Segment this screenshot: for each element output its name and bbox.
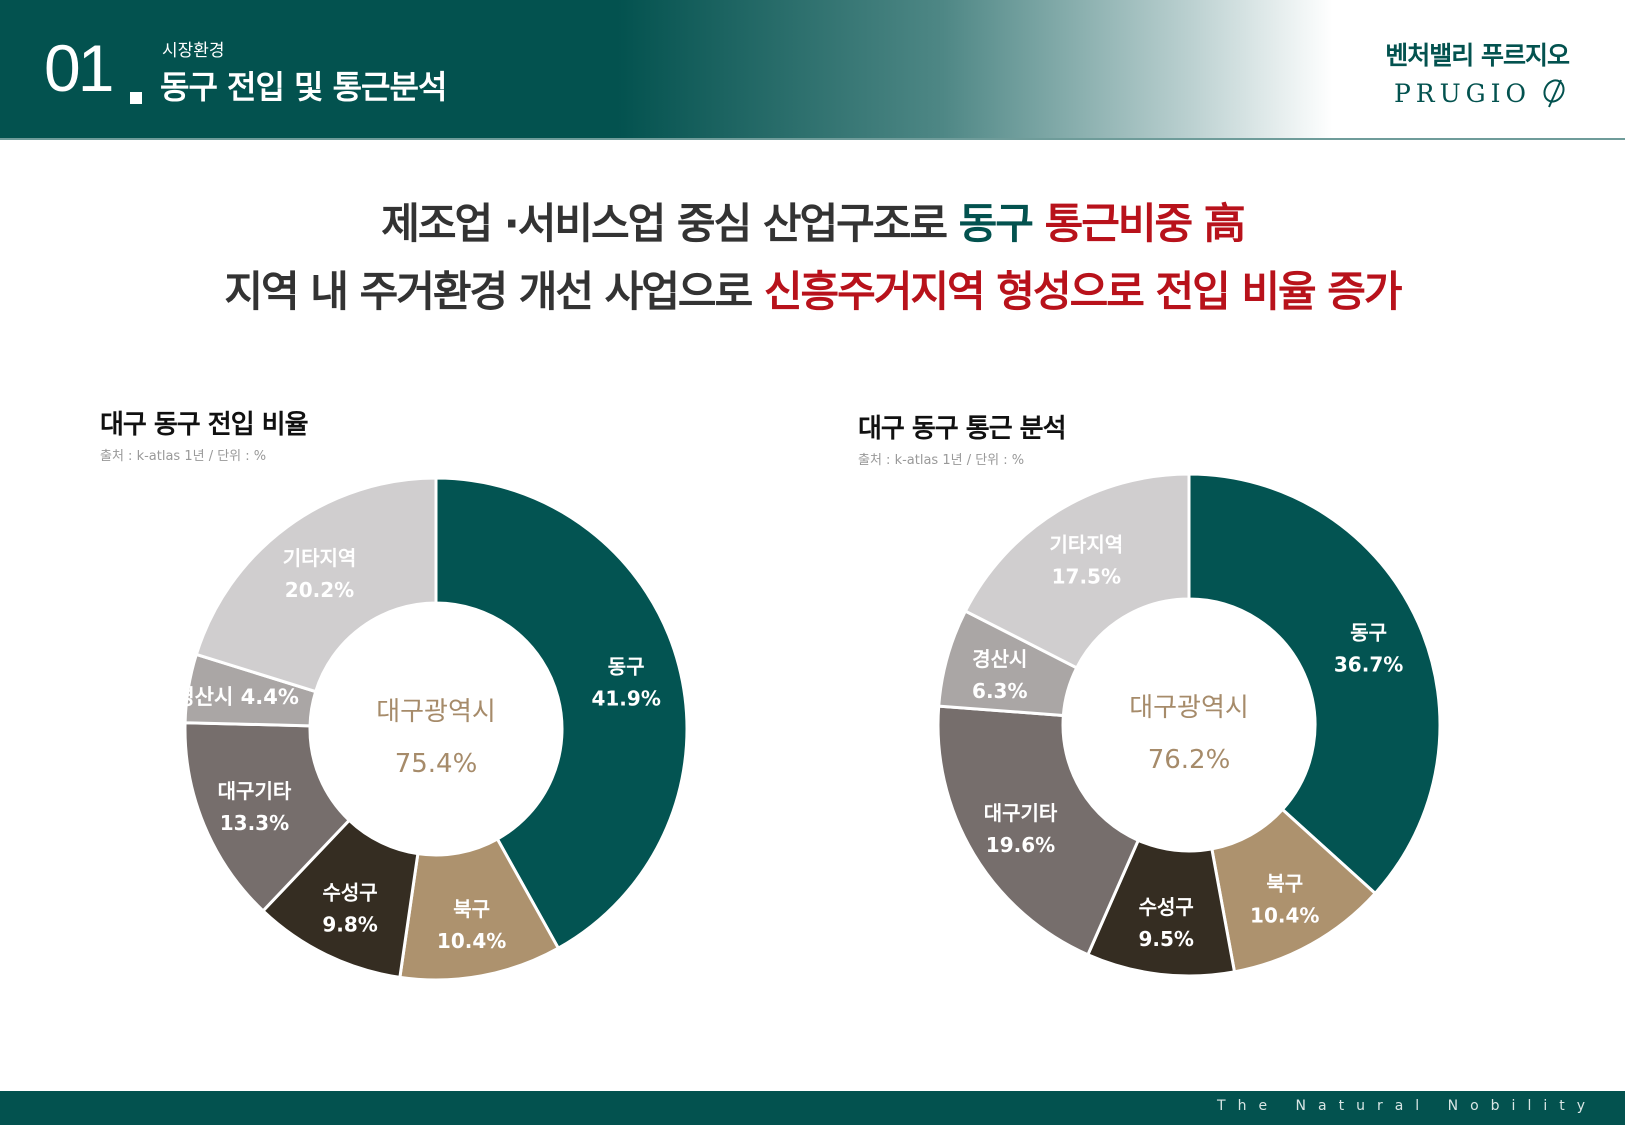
slice-기타지역 [963, 472, 1191, 670]
chart-source-move-in: 출처 : k-atlas 1년 / 단위 : % [100, 449, 267, 464]
slice-value-label: 6.3% [972, 679, 1027, 703]
slice-value-label: 41.9% [591, 687, 660, 711]
footer-bar: The Natural Nobility [0, 1091, 1625, 1125]
slice-value-label: 9.5% [1138, 927, 1193, 951]
headline-segment: 신흥주거지역 형성으로 전입 비율 증가 [763, 267, 1403, 316]
slice-category-label: 동구 [1350, 620, 1387, 644]
slice-value-label: 19.6% [986, 833, 1055, 857]
center-value: 75.4% [395, 749, 478, 779]
center-label: 대구광역시 [376, 697, 496, 727]
slice-value-label: 10.4% [437, 929, 506, 953]
slice-대구기타 [936, 704, 1141, 957]
slice-value-label: 10.4% [1250, 904, 1319, 928]
slice-value-label: 13.3% [220, 811, 289, 835]
headline-segment: 제조업 ·서비스업 중심 산업구조로 [381, 199, 959, 248]
headline-segment: 동구 [958, 199, 1045, 248]
slice-category-label: 대구기타 [984, 801, 1058, 825]
slice-category-label: 동구 [608, 655, 645, 679]
slice-value-label: 20.2% [285, 578, 354, 602]
slice-category-label: 대구기타 [218, 779, 292, 803]
headline-line-2: 지역 내 주거환경 개선 사업으로 신흥주거지역 형성으로 전입 비율 증가 [0, 258, 1625, 319]
center-label: 대구광역시 [1129, 693, 1249, 723]
slice-category-label: 수성구 [323, 881, 378, 905]
slice-category-label: 경산시 [972, 647, 1027, 671]
slice-동구 [1187, 472, 1442, 896]
slice-category-label: 북구 [1266, 872, 1303, 896]
headline-text: 제조업 ·서비스업 중심 산업구조로 동구 통근비중 高 [381, 199, 1246, 248]
slice-category-label: 기타지역 [1050, 532, 1124, 556]
headline-segment: 지역 내 주거환경 개선 사업으로 [224, 267, 764, 316]
slice-value-label: 9.8% [322, 913, 377, 937]
brand-logo-text: PRUGIO [1393, 78, 1531, 108]
slice-category-label: 북구 [453, 897, 490, 921]
slice-category-label: 수성구 [1139, 895, 1194, 919]
leaf-logo-icon [1543, 79, 1565, 108]
chart-title-commute: 대구 동구 통근 분석 [858, 414, 1067, 444]
slice-value-label: 36.7% [1334, 652, 1403, 676]
slice-category-label: 기타지역 [283, 546, 357, 570]
slice-동구 [434, 476, 689, 951]
section-subtitle: 시장환경 [162, 41, 225, 61]
headline-text: 지역 내 주거환경 개선 사업으로 신흥주거지역 형성으로 전입 비율 증가 [224, 267, 1403, 316]
brand-logo: PRUGIO [1394, 78, 1567, 108]
page-title: 동구 전입 및 통근분석 [160, 68, 447, 106]
slice-기타지역 [194, 476, 438, 694]
slice-value-label: 17.5% [1052, 564, 1121, 588]
slice-label: 경산시 4.4% [175, 685, 299, 709]
brand-name: 벤처밸리 푸르지오 [1385, 41, 1570, 70]
center-value: 76.2% [1148, 745, 1231, 775]
section-dot [130, 92, 142, 104]
chart-title-move-in: 대구 동구 전입 비율 [100, 410, 309, 440]
footer-tagline: The Natural Nobility [1217, 1098, 1597, 1114]
headline-line-1: 제조업 ·서비스업 중심 산업구조로 동구 통근비중 高 [0, 190, 1625, 251]
section-number: 01 [44, 31, 114, 105]
chart-source-commute: 출처 : k-atlas 1년 / 단위 : % [858, 453, 1025, 468]
header-banner: 01 시장환경 동구 전입 및 통근분석 벤처밸리 푸르지오 PRUGIO [0, 0, 1625, 140]
headline-segment: 통근비중 高 [1044, 199, 1246, 248]
